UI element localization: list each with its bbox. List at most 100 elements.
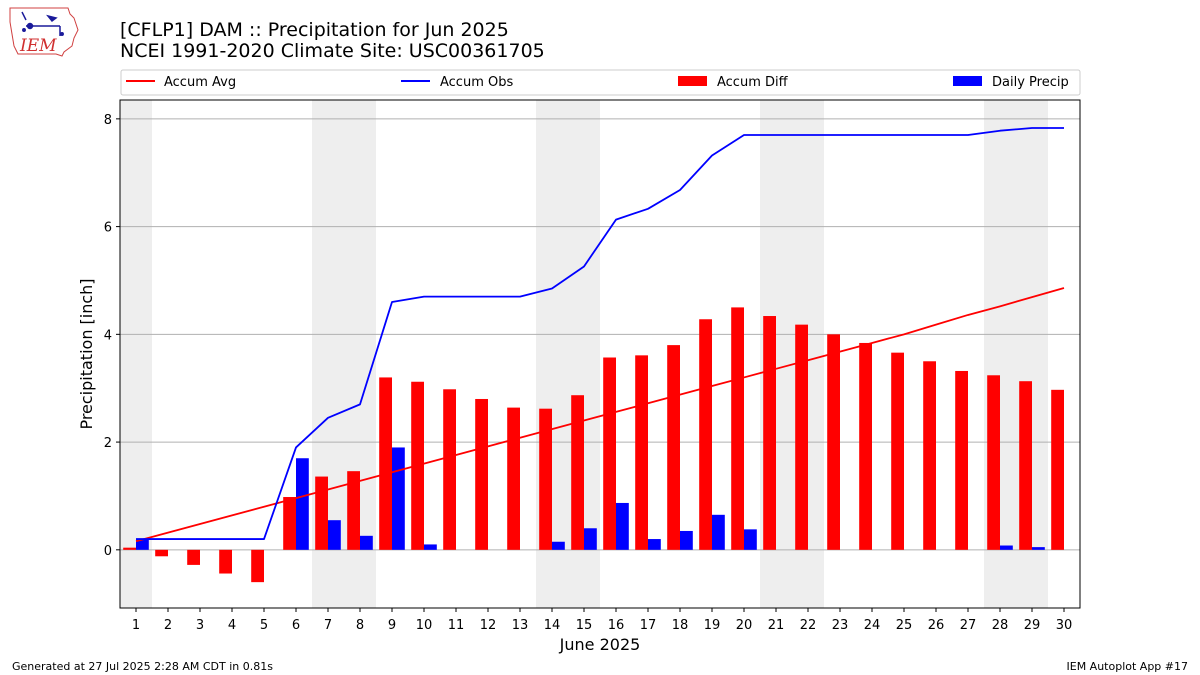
- bar-accum-diff-day-18: [667, 345, 680, 550]
- line-series: [135, 127, 1065, 543]
- x-tick-label-12: 12: [480, 618, 497, 633]
- bar-daily-precip-day-14: [552, 541, 565, 550]
- bar-accum-diff-day-22: [795, 324, 808, 550]
- bar-daily-precip-day-9: [392, 447, 405, 550]
- bar-accum-diff-day-26: [923, 361, 936, 550]
- bar-accum-diff-day-4: [219, 549, 232, 574]
- y-tick-label-8: 8: [104, 113, 112, 128]
- x-tick-label-29: 29: [1024, 618, 1041, 633]
- bar-daily-precip-day-1: [136, 539, 149, 550]
- bar-daily-precip-day-18: [680, 530, 693, 550]
- bar-accum-diff-day-21: [763, 316, 776, 550]
- bar-accum-diff-day-8: [347, 471, 360, 550]
- bar-accum-diff-day-7: [315, 476, 328, 550]
- x-tick-label-18: 18: [672, 618, 689, 633]
- legend-frame: [120, 69, 1081, 96]
- bar-daily-precip-day-6: [296, 458, 309, 550]
- x-tick-label-5: 5: [260, 618, 268, 633]
- y-tick-label-4: 4: [104, 328, 112, 343]
- x-tick-label-16: 16: [608, 618, 625, 633]
- legend-label-daily-precip: Daily Precip: [992, 75, 1069, 90]
- x-tick-label-1: 1: [132, 618, 140, 633]
- footer-generated: Generated at 27 Jul 2025 2:28 AM CDT in …: [12, 660, 273, 673]
- x-tick-label-19: 19: [704, 618, 721, 633]
- x-tick-label-23: 23: [832, 618, 849, 633]
- y-tick-label-2: 2: [104, 436, 112, 451]
- bar-series: [123, 307, 1064, 583]
- x-tick-label-22: 22: [800, 618, 817, 633]
- bar-accum-diff-day-27: [955, 370, 968, 550]
- bar-accum-diff-day-12: [475, 398, 488, 550]
- legend-label-accum-diff: Accum Diff: [717, 75, 789, 90]
- bar-daily-precip-day-20: [744, 529, 757, 550]
- bar-daily-precip-day-8: [360, 535, 373, 550]
- x-tick-label-24: 24: [864, 618, 881, 633]
- x-tick-label-4: 4: [228, 618, 236, 633]
- bar-daily-precip-day-19: [712, 514, 725, 550]
- bar-daily-precip-day-17: [648, 539, 661, 550]
- y-tick-label-6: 6: [104, 221, 112, 236]
- bar-accum-diff-day-25: [891, 352, 904, 550]
- x-tick-label-21: 21: [768, 618, 785, 633]
- bar-accum-diff-day-23: [827, 334, 840, 550]
- legend-swatch-daily-precip: [953, 76, 982, 86]
- bar-daily-precip-day-10: [424, 544, 437, 550]
- x-tick-label-7: 7: [324, 618, 332, 633]
- legend-label-accum-obs: Accum Obs: [440, 75, 513, 90]
- x-tick-label-13: 13: [512, 618, 529, 633]
- bar-daily-precip-day-29: [1032, 547, 1045, 550]
- bar-accum-diff-day-13: [507, 407, 520, 550]
- x-tick-label-27: 27: [960, 618, 977, 633]
- bar-accum-diff-day-16: [603, 357, 616, 550]
- x-tick-label-3: 3: [196, 618, 204, 633]
- x-tick-label-11: 11: [448, 618, 465, 633]
- line-accum-avg: [135, 287, 1065, 543]
- bar-accum-diff-day-24: [859, 342, 872, 550]
- bar-accum-diff-day-20: [731, 307, 744, 550]
- bar-accum-diff-day-17: [635, 355, 648, 550]
- bar-accum-diff-day-11: [443, 389, 456, 550]
- x-tick-label-8: 8: [356, 618, 364, 633]
- x-tick-label-17: 17: [640, 618, 657, 633]
- bar-accum-diff-day-30: [1051, 389, 1064, 550]
- bar-accum-diff-day-2: [155, 549, 168, 557]
- bar-accum-diff-day-14: [539, 408, 552, 550]
- x-tick-label-10: 10: [416, 618, 433, 633]
- bar-accum-diff-day-5: [251, 549, 264, 583]
- legend: Accum Avg Accum Obs Accum Diff Daily Pre…: [120, 69, 1081, 96]
- bar-daily-precip-day-16: [616, 502, 629, 550]
- bar-daily-precip-day-7: [328, 520, 341, 550]
- x-tick-label-30: 30: [1056, 618, 1073, 633]
- bar-daily-precip-day-28: [1000, 545, 1013, 550]
- weather-station-icon: [21, 11, 64, 36]
- chart-title: [CFLP1] DAM :: Precipitation for Jun 202…: [120, 19, 509, 41]
- line-accum-obs: [136, 127, 1064, 540]
- x-tick-label-6: 6: [292, 618, 300, 633]
- bar-accum-diff-day-3: [187, 549, 200, 565]
- x-tick-label-25: 25: [896, 618, 913, 633]
- iowa-state-outline: [9, 7, 79, 57]
- chart-subtitle: NCEI 1991-2020 Climate Site: USC00361705: [120, 40, 545, 62]
- bar-accum-diff-day-28: [987, 375, 1000, 550]
- plot-frame: [119, 99, 1081, 609]
- legend-label-accum-avg: Accum Avg: [164, 75, 236, 90]
- legend-swatch-accum-diff: [678, 76, 707, 86]
- bar-accum-diff-day-15: [571, 395, 584, 550]
- iem-logo: IEM: [9, 7, 79, 57]
- bar-accum-diff-day-6: [283, 497, 296, 550]
- y-tick-label-0: 0: [104, 544, 112, 559]
- logo-text: IEM: [19, 36, 57, 56]
- x-tick-label-9: 9: [388, 618, 396, 633]
- x-tick-label-20: 20: [736, 618, 753, 633]
- x-tick-label-26: 26: [928, 618, 945, 633]
- bar-accum-diff-day-9: [379, 377, 392, 550]
- weekend-shade-day-1: [120, 100, 152, 608]
- bar-accum-diff-day-19: [699, 319, 712, 550]
- x-tick-label-15: 15: [576, 618, 593, 633]
- x-tick-label-2: 2: [164, 618, 172, 633]
- gridlines: [120, 118, 1080, 551]
- bar-accum-diff-day-1: [123, 547, 136, 550]
